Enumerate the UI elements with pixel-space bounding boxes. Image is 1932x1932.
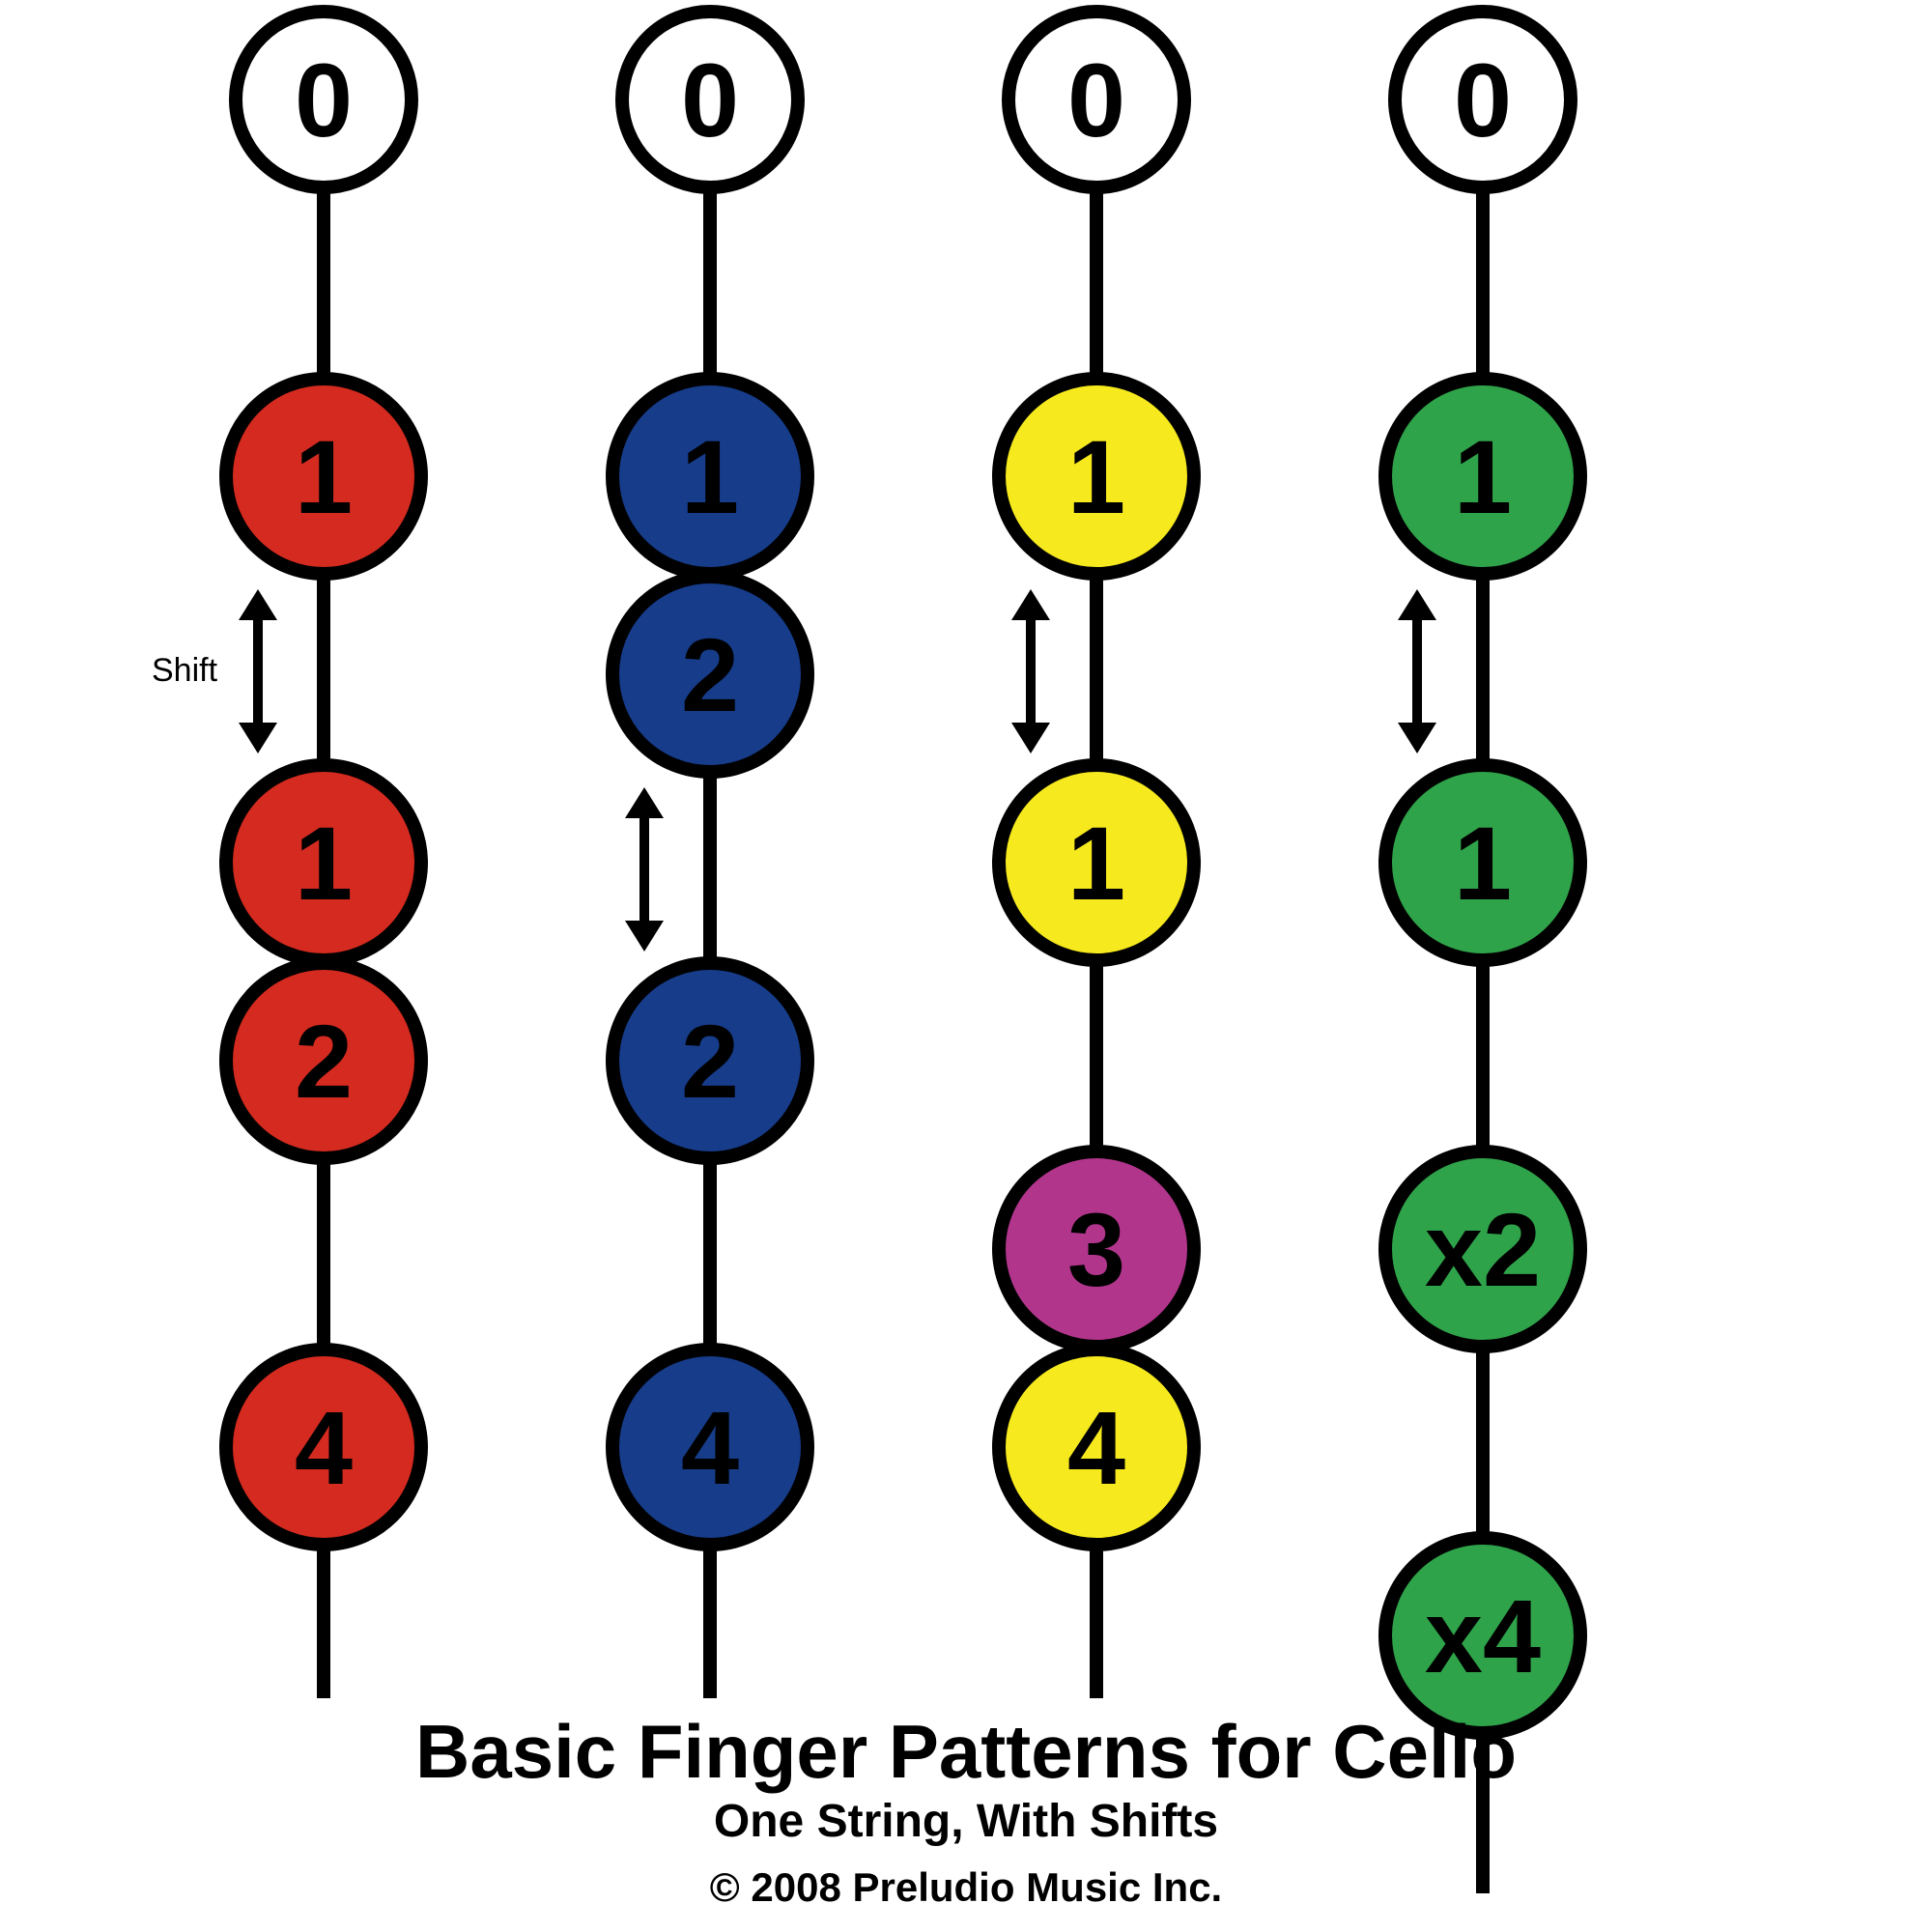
open-string-circle-2: 0 [1002,5,1191,194]
finger-circle-1-0: 1 [606,372,814,581]
finger-circle-1-3: 4 [606,1343,814,1551]
finger-circle-2-1: 1 [992,758,1201,967]
finger-circle-1-2: 2 [606,956,814,1165]
finger-label-3-0: 1 [1454,416,1512,537]
diagram-canvas: 0 1 1 2 4 Shift 0 1 2 2 4 0 1 1 3 4 0 1 1 x2 x4 Basic Finger … [0,0,1932,1932]
finger-label-0-1: 1 [295,803,353,923]
diagram-title: Basic Finger Patterns for Cello [0,1708,1932,1796]
arrow-head-down-icon [1011,723,1050,753]
finger-circle-0-1: 1 [219,758,428,967]
finger-label-2-3: 4 [1067,1387,1125,1508]
finger-circle-0-3: 4 [219,1343,428,1551]
arrow-shaft [1412,616,1422,726]
arrow-shaft [639,814,649,924]
finger-label-1-1: 2 [681,614,739,735]
finger-label-2-0: 1 [1067,416,1125,537]
finger-circle-3-2: x2 [1378,1145,1587,1353]
shift-label: Shift [152,652,217,690]
arrow-shaft [1026,616,1036,726]
finger-label-0-0: 1 [295,416,353,537]
finger-circle-2-3: 4 [992,1343,1201,1551]
arrow-shaft [253,616,263,726]
open-string-circle-0: 0 [229,5,418,194]
finger-label-1-0: 1 [681,416,739,537]
diagram-subtitle: One String, With Shifts [0,1795,1932,1848]
finger-label-2-2: 3 [1067,1189,1125,1310]
arrow-head-down-icon [239,723,277,753]
finger-circle-1-1: 2 [606,570,814,779]
finger-label-1-2: 2 [681,1001,739,1122]
finger-label-3-2: x2 [1425,1189,1541,1310]
finger-label-1-3: 4 [681,1387,739,1508]
finger-circle-3-0: 1 [1378,372,1587,581]
copyright-text: © 2008 Preludio Music Inc. [0,1864,1932,1911]
finger-circle-0-2: 2 [219,956,428,1165]
finger-circle-3-1: 1 [1378,758,1587,967]
finger-label-0-2: 2 [295,1001,353,1122]
open-string-circle-3: 0 [1388,5,1577,194]
finger-circle-2-2: 3 [992,1145,1201,1353]
arrow-head-down-icon [1398,723,1436,753]
finger-circle-2-0: 1 [992,372,1201,581]
finger-label-3-3: x4 [1425,1576,1541,1696]
open-string-label-0: 0 [295,40,353,160]
open-string-label-1: 0 [681,40,739,160]
finger-label-0-3: 4 [295,1387,353,1508]
open-string-label-3: 0 [1454,40,1512,160]
finger-circle-0-0: 1 [219,372,428,581]
arrow-head-down-icon [625,921,664,952]
finger-label-3-1: 1 [1454,803,1512,923]
open-string-circle-1: 0 [615,5,805,194]
open-string-label-2: 0 [1067,40,1125,160]
finger-label-2-1: 1 [1067,803,1125,923]
